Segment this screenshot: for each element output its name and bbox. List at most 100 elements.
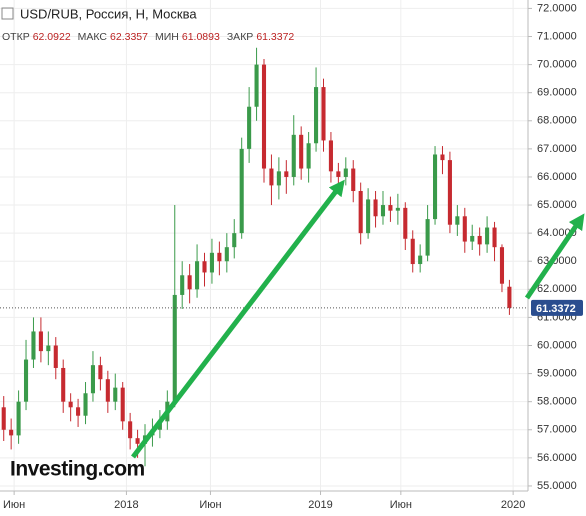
- candle-body: [38, 331, 43, 352]
- ohlc-label: МАКС: [78, 31, 108, 43]
- x-tick-label: 2018: [114, 499, 138, 511]
- candle-body: [455, 216, 460, 225]
- candle-body: [90, 365, 96, 394]
- x-tick-label: Июн: [199, 499, 221, 511]
- candle-body: [217, 252, 222, 262]
- candle-body: [76, 407, 81, 416]
- ohlc-header: ОТКР 62.0922 МАКС 62.3357 МИН 61.0893 ЗАКР 61.3…: [2, 31, 294, 43]
- candle-body: [9, 429, 14, 436]
- candle-body: [232, 233, 237, 248]
- candle-body: [388, 205, 393, 211]
- candle-body: [343, 168, 348, 177]
- candle-body: [366, 199, 371, 234]
- ohlc-value: 62.0922: [33, 31, 71, 43]
- candle-body: [284, 171, 289, 177]
- candle-body: [113, 387, 118, 402]
- candle-body: [68, 401, 73, 408]
- y-tick-label: 62.0000: [537, 283, 577, 295]
- candle-body: [31, 331, 36, 360]
- y-tick-label: 57.0000: [537, 424, 577, 436]
- y-tick-label: 70.0000: [537, 59, 577, 71]
- y-tick-label: 58.0000: [537, 396, 577, 408]
- candle-body: [195, 261, 200, 290]
- candle-body: [395, 207, 400, 211]
- icon[interactable]: [1, 7, 14, 20]
- candle-body: [128, 421, 133, 439]
- axes: 55.0000 56.0000 57.0000 58.0000 59.0000 60.00…: [3, 2, 583, 511]
- candle-body: [254, 64, 259, 107]
- ohlc-label: ОТКР: [2, 31, 30, 43]
- candle-body: [492, 227, 497, 248]
- candle-body: [299, 134, 304, 169]
- candle-body: [477, 235, 482, 245]
- candle-body: [105, 379, 110, 402]
- y-tick-label: 72.0000: [537, 2, 577, 14]
- candle-body: [425, 219, 430, 256]
- candle-body: [403, 207, 408, 239]
- candle-body: [462, 216, 467, 242]
- candle-body: [432, 154, 438, 220]
- x-tick-label: Июн: [390, 499, 412, 511]
- x-tick-label: 2019: [308, 499, 332, 511]
- ohlc-label: МИН: [155, 31, 179, 43]
- x-tick-label: Июн: [3, 499, 25, 511]
- x-tick-label: 2020: [501, 499, 525, 511]
- candle-body: [239, 148, 244, 234]
- ohlc-value: 61.3372: [256, 31, 294, 43]
- candle-body: [120, 387, 125, 422]
- candle-body: [16, 401, 21, 436]
- candle-body: [23, 359, 29, 402]
- candle-body: [499, 247, 505, 284]
- candle-body: [380, 205, 386, 217]
- candle-body: [202, 261, 207, 273]
- candle-body: [1, 407, 6, 430]
- candle-body: [224, 247, 229, 262]
- trend-arrow: [524, 213, 585, 300]
- candle-body: [470, 235, 475, 242]
- candle-body: [440, 154, 445, 161]
- ohlc-label: ЗАКР: [227, 31, 253, 43]
- y-tick-label: 66.0000: [537, 171, 577, 183]
- y-tick-label: 63.0000: [537, 255, 577, 267]
- ohlc-value: 61.0893: [182, 31, 220, 43]
- candle-body: [447, 160, 452, 225]
- y-tick-label: 55.0000: [537, 480, 577, 492]
- candle-body: [98, 365, 103, 380]
- candle-body: [276, 171, 281, 186]
- y-tick-label: 56.0000: [537, 452, 577, 464]
- candles: [0, 47, 528, 467]
- candle-body: [172, 294, 177, 402]
- candle-body: [269, 168, 274, 186]
- candle-body: [180, 275, 185, 295]
- candle-body: [485, 227, 490, 245]
- candle-body: [321, 87, 326, 141]
- candle-body: [418, 255, 423, 265]
- y-tick-label: 59.0000: [537, 367, 577, 379]
- candle-body: [358, 191, 363, 234]
- candle-body: [410, 238, 415, 265]
- candle-body: [209, 252, 214, 273]
- candle-body: [83, 393, 88, 416]
- candle-body: [46, 345, 51, 352]
- ohlc-value: 62.3357: [110, 31, 148, 43]
- candle-body: [306, 143, 311, 169]
- candle-body: [247, 106, 252, 149]
- price-tag: [531, 299, 583, 316]
- y-tick-label: 67.0000: [537, 143, 577, 155]
- candle-body: [61, 367, 66, 402]
- trend-arrow: [131, 179, 345, 459]
- y-tick-label: 71.0000: [537, 30, 577, 42]
- price-tag-label: 61.3372: [536, 303, 576, 315]
- candle-body: [328, 140, 333, 172]
- candle-body: [187, 275, 192, 290]
- logo: Investing.com: [10, 458, 145, 481]
- candle-body: [261, 64, 267, 169]
- candle-body: [314, 87, 319, 144]
- chart-title: USD/RUB, Россия, Н, Москва: [20, 6, 197, 21]
- y-tick-label: 65.0000: [537, 199, 577, 211]
- candle-body: [373, 199, 378, 217]
- candle-body: [53, 345, 58, 368]
- y-tick-label: 60.0000: [537, 339, 577, 351]
